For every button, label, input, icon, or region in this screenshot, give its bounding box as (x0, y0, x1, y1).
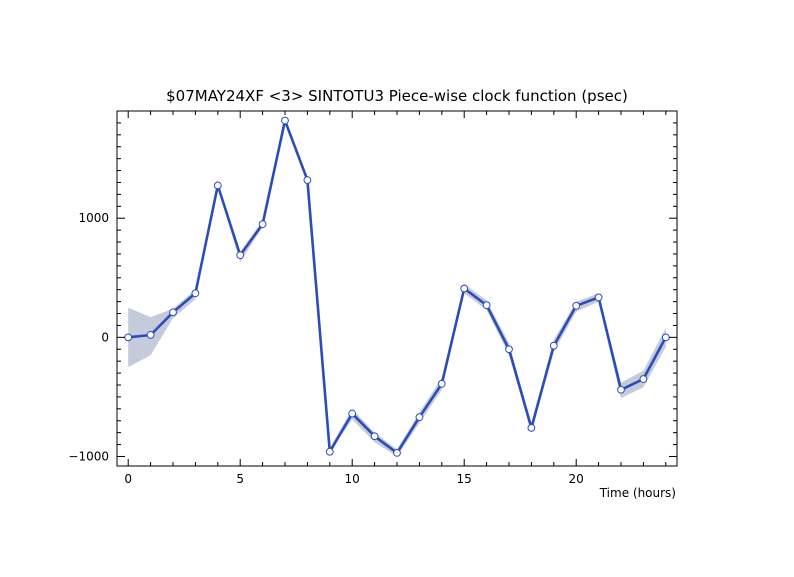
data-point (191, 289, 200, 298)
x-tick-label: 0 (124, 472, 132, 486)
axis-ticks (117, 110, 677, 466)
data-point (258, 220, 267, 229)
data-point (594, 293, 603, 302)
tick-labels: 0 5 10 15 20 −1000 0 1000 (68, 211, 583, 486)
x-tick-label: 5 (236, 472, 244, 486)
y-tick-label: 0 (101, 330, 109, 344)
data-point (169, 308, 177, 317)
data-point (460, 284, 469, 293)
plot-frame (116, 110, 678, 467)
data-point (393, 448, 401, 457)
x-axis-label: Time (hours) (599, 486, 676, 500)
data-point (437, 379, 446, 388)
data-point (236, 251, 245, 260)
data-point (146, 331, 155, 339)
uncertainty-band-layer (128, 118, 666, 457)
y-tick-label: 1000 (78, 211, 109, 225)
x-tick-label: 15 (457, 472, 472, 486)
data-point (213, 181, 222, 190)
data-point (661, 333, 670, 342)
data-point (281, 116, 289, 125)
data-point (348, 409, 357, 418)
data-point (325, 447, 334, 456)
data-point (617, 385, 625, 394)
x-tick-label: 10 (345, 472, 360, 486)
data-point (639, 375, 648, 383)
chart-title: $07MAY24XF <3> SINTOTU3 Piece-wise clock… (166, 87, 628, 105)
data-point (415, 413, 424, 422)
data-point (482, 301, 491, 310)
data-point (124, 333, 133, 342)
data-point-layer (124, 116, 670, 457)
data-point (549, 341, 558, 350)
data-point (527, 423, 536, 432)
data-point (572, 301, 581, 310)
x-tick-label: 20 (569, 472, 584, 486)
series-line (128, 119, 667, 455)
series-line-layer (128, 119, 667, 455)
uncertainty-band (128, 118, 666, 457)
data-point (370, 432, 379, 441)
data-point (505, 345, 513, 354)
data-point (303, 176, 312, 184)
y-tick-label: −1000 (68, 449, 109, 463)
